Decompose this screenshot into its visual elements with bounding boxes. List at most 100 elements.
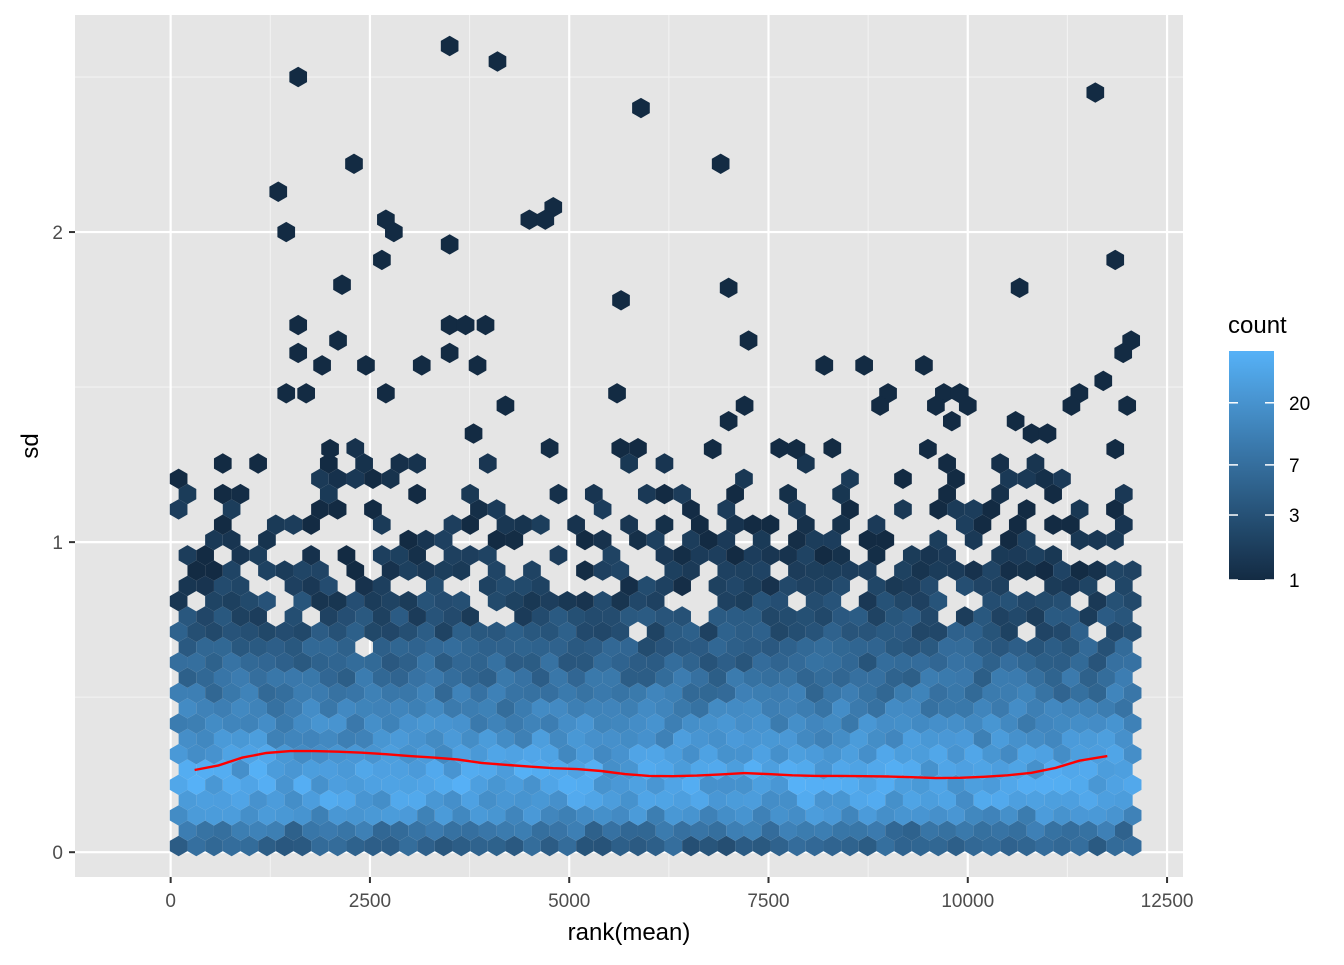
hex-cell: [531, 728, 550, 750]
hex-cell: [1026, 667, 1045, 688]
hex-cell: [690, 820, 709, 841]
hex-cell: [832, 820, 850, 841]
hex-cell: [673, 575, 691, 597]
hex-cell: [964, 499, 983, 520]
hex-cell: [514, 514, 532, 535]
hex-cell: [381, 652, 400, 673]
hex-cell: [275, 621, 294, 642]
hex-cell: [540, 437, 559, 459]
hex-cell: [593, 743, 612, 765]
hex-cell: [1035, 682, 1054, 704]
hex-cell: [779, 483, 797, 505]
hex-cell: [735, 560, 753, 581]
hex-cell: [814, 698, 833, 719]
hex-cell: [1035, 835, 1054, 857]
hex-cell: [938, 698, 956, 719]
hex-cell: [443, 606, 462, 627]
hex-cell: [311, 743, 329, 765]
hex-cell: [284, 606, 303, 627]
hex-cell: [505, 621, 524, 642]
hex-cell: [1000, 468, 1018, 489]
hex-cell: [434, 774, 453, 795]
hex-cell: [920, 636, 939, 658]
hex-cell: [514, 667, 532, 688]
hex-cell: [567, 820, 585, 841]
hex-cell: [443, 698, 462, 719]
hex-cell: [417, 774, 435, 795]
hex-cell: [788, 805, 806, 826]
hex-cell: [319, 667, 338, 688]
hex-cell: [885, 575, 903, 597]
hex-cell: [876, 621, 895, 642]
hex-cell: [266, 728, 285, 750]
hex-cell: [646, 835, 665, 857]
hex-cell: [858, 682, 877, 704]
hex-cell: [1044, 698, 1062, 719]
hex-cell: [1026, 453, 1045, 474]
hex-cell: [452, 835, 471, 857]
hex-cell: [540, 835, 559, 857]
hex-cell: [205, 529, 223, 551]
hex-cell: [567, 636, 585, 658]
hex-cell: [461, 698, 479, 719]
hex-cell: [629, 713, 647, 734]
hex-cell: [275, 713, 294, 734]
hex-cell: [205, 652, 223, 673]
hex-cell: [523, 805, 541, 826]
hex-cell: [1123, 774, 1142, 795]
hex-cell: [549, 820, 568, 841]
hex-cell: [540, 713, 559, 734]
hex-cell: [231, 483, 250, 505]
hex-cell: [1000, 713, 1018, 734]
hex-cell: [611, 713, 630, 734]
hex-cell: [478, 698, 497, 719]
hex-cell: [620, 575, 638, 597]
hex-cell: [1017, 560, 1036, 581]
hex-cell: [478, 728, 497, 750]
hex-cell: [682, 499, 700, 520]
hex-cell-outlier: [357, 355, 375, 376]
hex-cell: [461, 820, 479, 841]
hex-cell: [531, 606, 550, 627]
hex-cell: [284, 514, 303, 535]
hex-cell: [258, 835, 276, 857]
hex-cell: [1053, 621, 1071, 642]
hex-cell: [814, 667, 833, 688]
hex-cell: [849, 636, 868, 658]
hex-cell: [894, 805, 912, 826]
hex-cell: [646, 621, 665, 642]
hex-cell: [381, 774, 400, 795]
hex-cell-outlier: [440, 234, 459, 255]
hex-cell: [1106, 743, 1124, 765]
hex-cell: [1008, 606, 1027, 627]
hex-cell: [761, 545, 780, 566]
hex-cell: [249, 636, 267, 658]
hex-cell: [178, 759, 197, 780]
hex-cell: [584, 789, 603, 811]
hex-cell: [196, 820, 214, 841]
hex-cell: [991, 636, 1009, 658]
hex-cell: [417, 652, 435, 673]
hex-cell: [567, 789, 585, 811]
hex-cell: [311, 499, 329, 520]
hex-cell: [920, 698, 939, 719]
hex-cell: [655, 759, 674, 780]
hex-cell: [876, 713, 895, 734]
hex-cell: [982, 590, 1001, 612]
hex-cell: [770, 743, 789, 765]
hex-cell: [496, 514, 515, 535]
hex-cell: [717, 713, 736, 734]
hex-cell: [434, 835, 453, 857]
hex-cell-outlier: [412, 355, 431, 376]
hex-cell: [1053, 468, 1071, 489]
hex-cell: [1061, 698, 1080, 719]
hex-cell: [982, 774, 1001, 795]
hex-cell: [337, 636, 356, 658]
hex-cell: [929, 529, 948, 551]
hex-cell: [796, 636, 815, 658]
hex-cell: [964, 560, 983, 581]
hex-cell: [328, 652, 347, 673]
hex-cell: [346, 805, 365, 826]
hex-cell: [258, 743, 276, 765]
hex-cell: [1114, 820, 1133, 841]
